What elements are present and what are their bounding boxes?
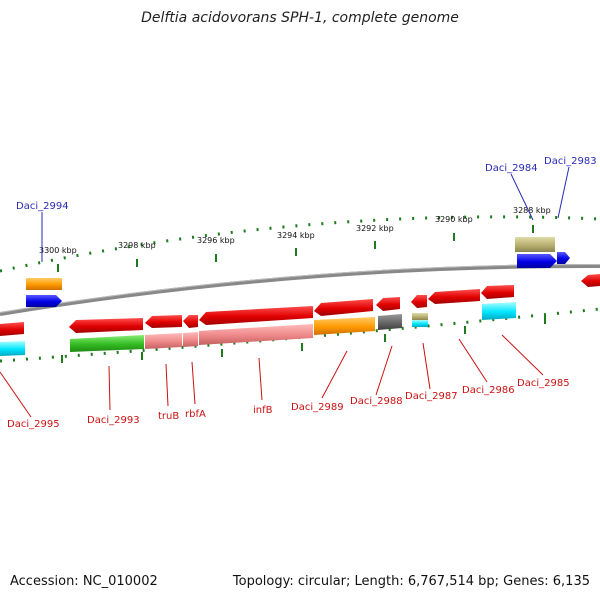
trub-cds [145, 315, 182, 328]
reverse-leader-lines [0, 334, 544, 418]
infb-cds [199, 306, 313, 325]
gene-label-daci-2983[interactable]: Daci_2983 [544, 156, 597, 167]
daci-2995-cyan-feature [0, 341, 25, 356]
rbfa-pink-feature [183, 332, 198, 347]
daci-2993-green-feature [70, 335, 144, 352]
inner-major-ticks [61, 316, 546, 363]
daci-2993-cds [69, 318, 143, 333]
daci-2985-cds [481, 285, 514, 299]
gene-label-daci-2986[interactable]: Daci_2986 [462, 385, 515, 396]
reverse-cds-features [0, 274, 600, 336]
daci-2987-cyan-feature [412, 320, 428, 327]
map-title: Delftia acidovorans SPH-1, complete geno… [141, 10, 459, 26]
scale-label-3292: 3292 kbp [356, 224, 394, 233]
gene-label-daci-2995[interactable]: Daci_2995 [7, 419, 60, 430]
reverse-annotation-tracks [0, 302, 516, 356]
topology-text: Topology: circular; Length: 6,767,514 bp… [232, 574, 590, 589]
daci-2995-cds [0, 322, 24, 336]
scale-label-3296: 3296 kbp [197, 236, 235, 245]
gene-label-daci-2994[interactable]: Daci_2994 [16, 201, 69, 212]
gene-label-daci-2987[interactable]: Daci_2987 [405, 391, 458, 402]
daci-2984-blue-feature [517, 254, 557, 268]
daci-2988-gray-feature [378, 314, 402, 330]
outer-tick-ring [0, 215, 600, 273]
trub-pink-feature [145, 333, 182, 349]
gene-label-daci-2985[interactable]: Daci_2985 [517, 378, 570, 389]
daci-2983-blue-feature [557, 252, 570, 264]
scale-label-3288: 3288 kbp [513, 206, 551, 215]
scale-label-3298: 3298 kbp [118, 241, 156, 250]
gene-label-daci-2988[interactable]: Daci_2988 [350, 396, 403, 407]
daci-2985-cyan-feature [482, 302, 516, 320]
daci-2987-olive-feature [412, 313, 428, 320]
daci-2984-olive-feature [515, 237, 555, 252]
infb-pink-feature [199, 324, 313, 345]
genome-backbone [0, 263, 600, 316]
gene-label-daci-2989[interactable]: Daci_2989 [291, 402, 344, 413]
gene-label-daci-2984[interactable]: Daci_2984 [485, 163, 538, 174]
daci-2994-orange-feature [26, 278, 62, 290]
gene-label-daci-2993[interactable]: Daci_2993 [87, 415, 140, 426]
forward-features [26, 237, 570, 307]
gene-label-rbfa[interactable]: rbfA [185, 409, 206, 420]
rbfa-cds [183, 315, 198, 328]
scale-label-3294: 3294 kbp [277, 231, 315, 240]
gene-label-trub[interactable]: truB [158, 411, 179, 422]
gene-label-infb[interactable]: infB [253, 405, 273, 416]
daci-2988-cds [376, 297, 400, 311]
forward-leader-lines [41, 166, 570, 262]
daci-2989-cds [314, 299, 373, 316]
daci-2994-blue-feature [26, 295, 62, 307]
edge-cds [581, 274, 600, 287]
scale-label-3300: 3300 kbp [39, 246, 77, 255]
outer-major-ticks [57, 225, 534, 272]
daci-2989-orange-feature [314, 317, 375, 335]
accession-text: Accession: NC_010002 [10, 574, 158, 589]
scale-label-3290: 3290 kbp [435, 215, 473, 224]
daci-2987-cds [411, 295, 427, 308]
daci-2986-cds [428, 289, 480, 304]
